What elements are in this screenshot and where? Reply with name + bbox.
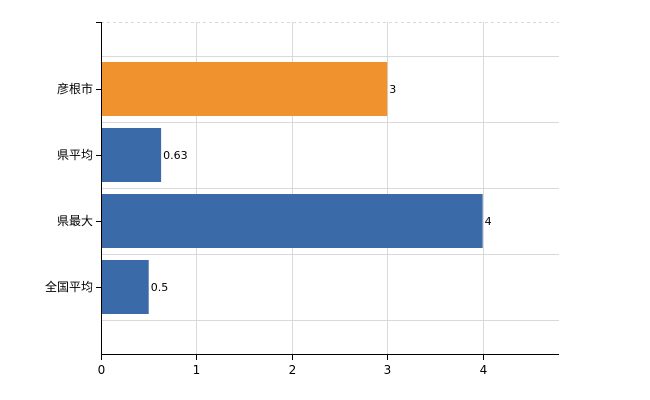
- label-layer: 3 彦根市 0.63 県平均 4 県最大 0.5 全国平均 0 1 2 3 4: [45, 81, 492, 377]
- category-label-3: 県最大: [57, 214, 93, 228]
- x-tick-label-3: 3: [384, 363, 392, 377]
- bar-2: [101, 128, 162, 182]
- bar-4: [101, 260, 149, 314]
- bar-1: [101, 62, 388, 116]
- data-label-3: 4: [485, 215, 492, 228]
- data-label-2: 0.63: [163, 149, 188, 162]
- axis-layer: [96, 22, 559, 360]
- bar-layer: [101, 62, 483, 314]
- bar-3: [101, 194, 483, 248]
- x-tick-label-4: 4: [480, 363, 488, 377]
- x-tick-label-2: 2: [289, 363, 297, 377]
- category-label-2: 県平均: [57, 148, 93, 162]
- category-label-1: 彦根市: [57, 81, 93, 96]
- x-tick-label-1: 1: [193, 363, 201, 377]
- data-label-1: 3: [389, 83, 396, 96]
- category-label-4: 全国平均: [45, 279, 93, 294]
- data-label-4: 0.5: [151, 281, 169, 294]
- x-tick-label-0: 0: [98, 363, 106, 377]
